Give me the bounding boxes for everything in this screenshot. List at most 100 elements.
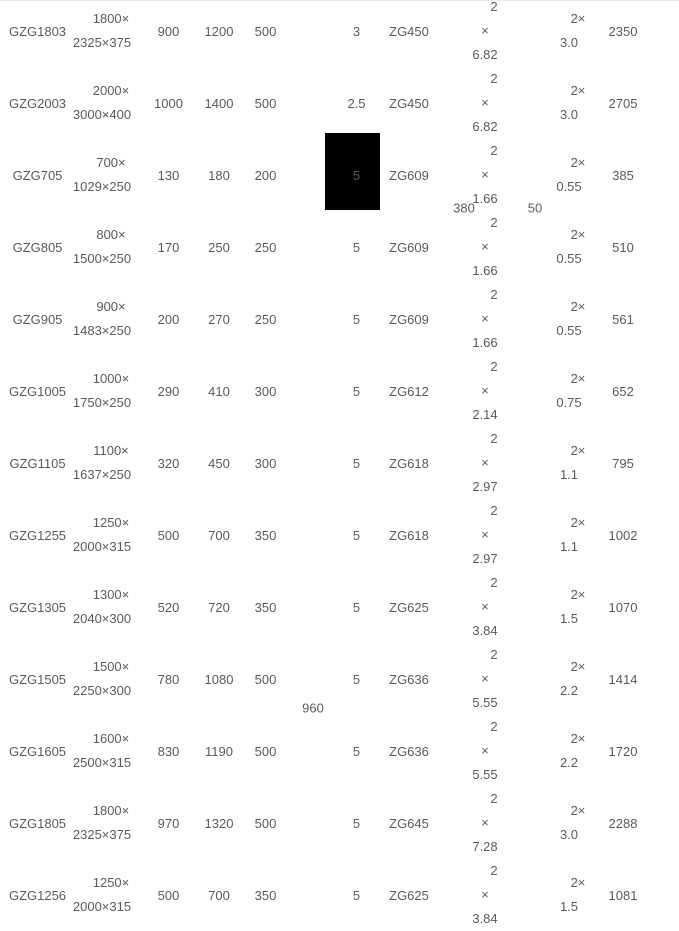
motor-model-cell: ZG450 [389, 23, 429, 39]
model-cell: GZG1505 [8, 671, 67, 687]
size-line-1: 1800× [92, 11, 130, 26]
weight-cell: 2288 [608, 815, 638, 831]
power-cell: 2× 0.55 [553, 211, 597, 283]
model-cell: GZG1803 [8, 23, 67, 39]
size-line-1: 2000× [92, 83, 130, 98]
trough-size-cell: 1100× 1637×250 [73, 427, 141, 499]
power-value: 2.2 [559, 755, 579, 770]
amplitude-cell: 3 [352, 23, 361, 39]
current-value: 3.84 [472, 911, 498, 926]
amplitude-cell: 5 [352, 455, 361, 471]
current-value: 1.66 [472, 191, 498, 206]
current-multiply-sign: × [481, 599, 489, 614]
power-cell: 2× 1.1 [553, 427, 597, 499]
table-row: GZG1505 1500× 2250×300 780 1080 500 5 ZG… [0, 643, 679, 715]
weight-cell: 795 [612, 455, 634, 471]
vibration-frequency-column-spacer [289, 571, 334, 643]
size-line-2: 2325×375 [72, 827, 132, 842]
current-cell: 2 × 3.84 [469, 859, 513, 931]
table-row: GZG1105 1100× 1637×250 320 450 300 5 ZG6… [0, 427, 679, 499]
trough-size-cell: 1000× 1750×250 [73, 355, 141, 427]
size-line-2: 2000×315 [72, 539, 132, 554]
model-cell: GZG805 [12, 239, 63, 255]
trough-size-cell: 1250× 2000×315 [73, 859, 141, 931]
current-multiply-sign: × [481, 239, 489, 254]
model-cell: GZG1256 [8, 887, 67, 903]
motor-model-cell: ZG618 [389, 527, 429, 543]
right-filler [649, 787, 679, 859]
size-line-2: 2325×375 [72, 35, 132, 50]
merged-voltage-value: 380 [453, 200, 475, 216]
amplitude-cell: 5 [352, 311, 361, 327]
current-multiply-sign: × [481, 95, 489, 110]
power-value: 2.2 [559, 683, 579, 698]
size-line-1: 1500× [92, 659, 130, 674]
current-cell: 2 × 1.66 [469, 211, 513, 283]
current-value: 6.82 [472, 47, 498, 62]
power-line-1: 2× [570, 587, 586, 602]
vibration-frequency-column-spacer [289, 0, 334, 67]
black-redaction-box [325, 133, 380, 210]
weight-cell: 1081 [608, 887, 638, 903]
weight-cell: 1720 [608, 743, 638, 759]
trough-size-cell: 700× 1029×250 [73, 139, 141, 211]
capacity-b-cell: 1400 [204, 95, 234, 111]
current-multiply-sign: × [481, 167, 489, 182]
capacity-a-cell: 290 [157, 383, 180, 399]
right-filler [649, 427, 679, 499]
power-value: 0.55 [556, 179, 582, 194]
capacity-a-cell: 970 [157, 815, 180, 831]
amplitude-cell: 5 [352, 671, 361, 687]
trough-size-cell: 1800× 2325×375 [73, 787, 141, 859]
size-line-1: 900× [96, 299, 126, 314]
table-row: GZG1256 1250× 2000×315 500 700 350 5 ZG6… [0, 859, 679, 931]
capacity-c-cell: 500 [254, 671, 277, 687]
right-filler [649, 355, 679, 427]
right-filler [649, 859, 679, 931]
power-cell: 2× 2.2 [553, 643, 597, 715]
current-line-1: 2 [490, 143, 498, 158]
size-line-2: 1483×250 [72, 323, 132, 338]
current-line-1: 2 [490, 575, 498, 590]
power-cell: 2× 0.75 [553, 355, 597, 427]
weight-cell: 510 [612, 239, 634, 255]
merged-frequency-value: 50 [527, 200, 543, 216]
model-cell: GZG1255 [8, 527, 67, 543]
capacity-b-cell: 250 [208, 239, 230, 255]
power-cell: 2× 1.5 [553, 859, 597, 931]
capacity-a-cell: 1000 [154, 95, 183, 111]
power-value: 3.0 [559, 35, 579, 50]
power-value: 0.75 [556, 395, 582, 410]
right-filler [649, 499, 679, 571]
trough-size-cell: 1300× 2040×300 [73, 571, 141, 643]
vibration-frequency-column-spacer [289, 211, 334, 283]
right-filler [649, 67, 679, 139]
model-cell: GZG1005 [8, 383, 67, 399]
power-cell: 2× 1.1 [553, 499, 597, 571]
current-line-1: 2 [490, 719, 498, 734]
size-line-2: 3000×400 [72, 107, 132, 122]
capacity-b-cell: 270 [208, 311, 230, 327]
capacity-c-cell: 200 [254, 167, 277, 183]
size-line-1: 1250× [92, 515, 130, 530]
table-row: GZG1305 1300× 2040×300 520 720 350 5 ZG6… [0, 571, 679, 643]
capacity-c-cell: 500 [254, 95, 277, 111]
current-multiply-sign: × [481, 311, 489, 326]
power-line-1: 2× [570, 371, 586, 386]
motor-model-cell: ZG609 [389, 167, 429, 183]
trough-size-cell: 1800× 2325×375 [73, 0, 141, 67]
power-line-1: 2× [570, 803, 586, 818]
capacity-b-cell: 1320 [204, 815, 234, 831]
motor-model-cell: ZG618 [389, 455, 429, 471]
current-multiply-sign: × [481, 527, 489, 542]
current-multiply-sign: × [481, 887, 489, 902]
vibration-frequency-column-spacer [289, 787, 334, 859]
right-filler [649, 715, 679, 787]
power-cell: 2× 1.5 [553, 571, 597, 643]
vibration-frequency-column-spacer [289, 427, 334, 499]
amplitude-cell: 5 [352, 815, 361, 831]
capacity-a-cell: 520 [157, 599, 180, 615]
motor-model-cell: ZG625 [389, 599, 429, 615]
capacity-c-cell: 350 [254, 887, 277, 903]
